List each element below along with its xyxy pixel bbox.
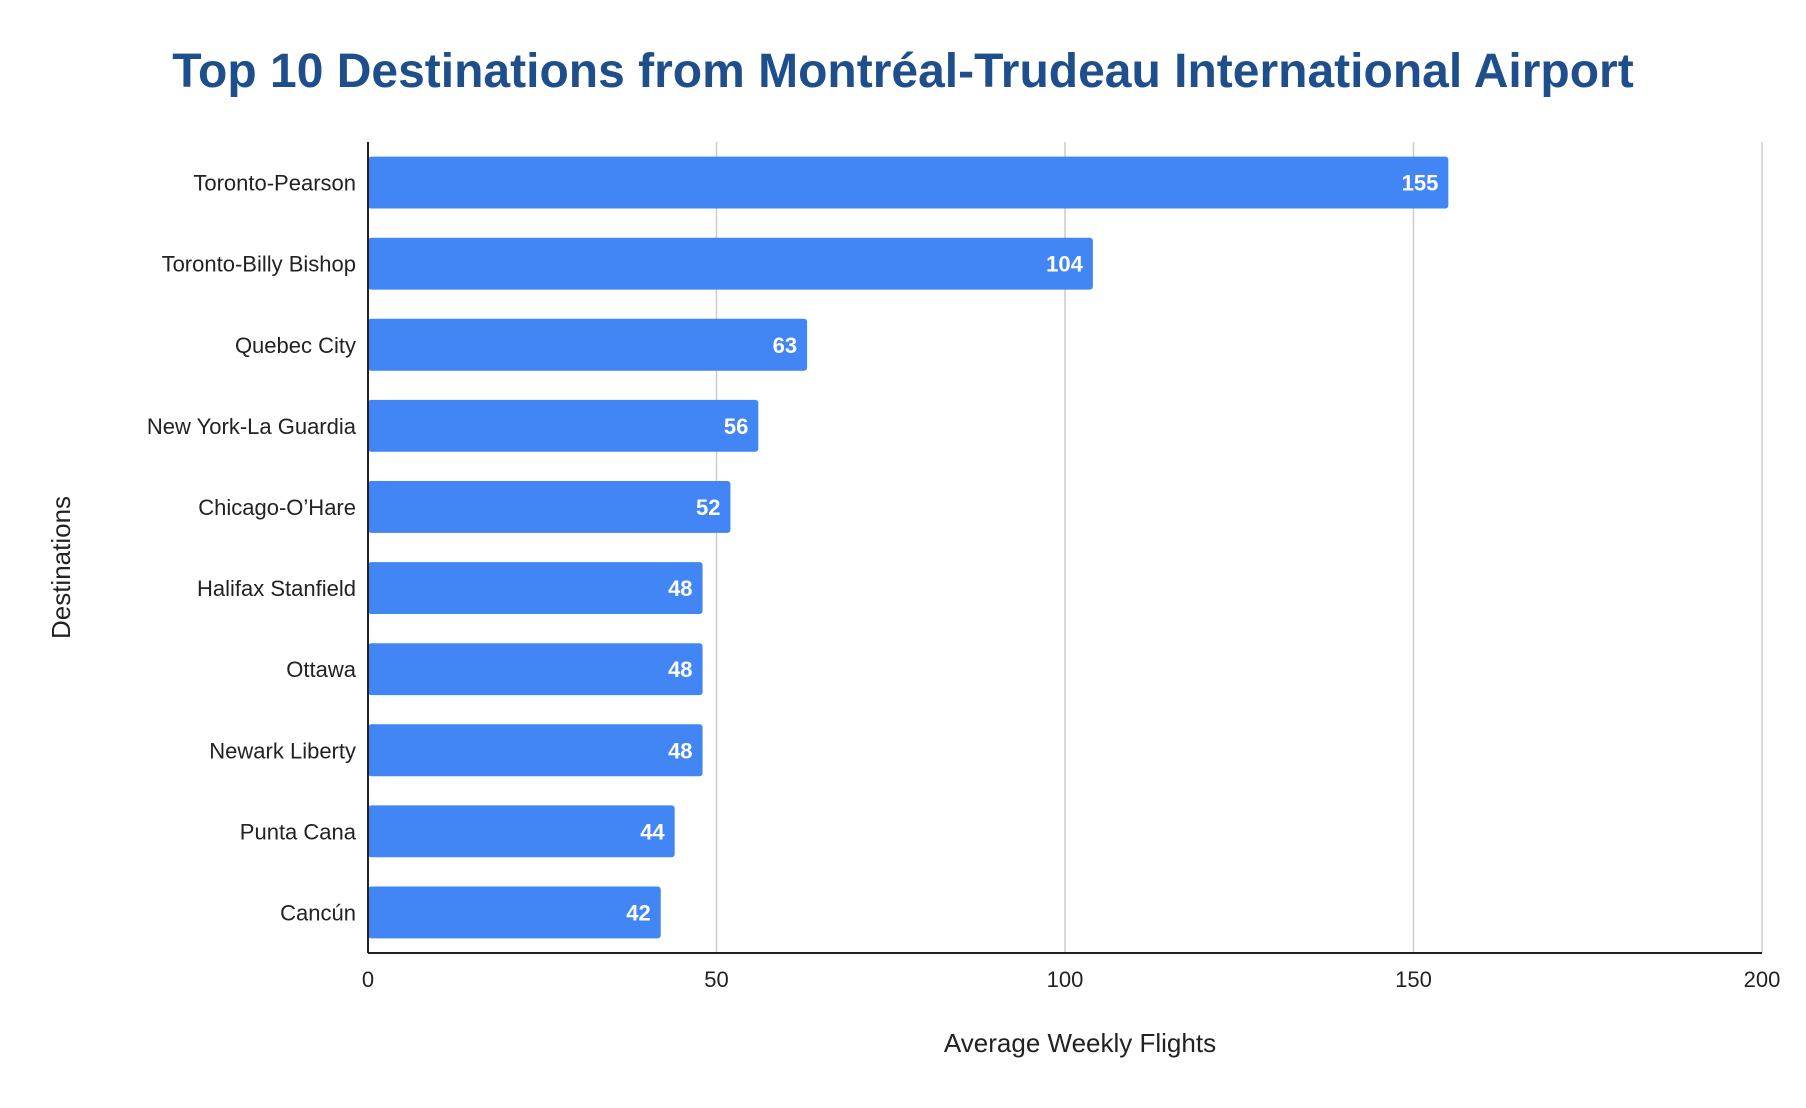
y-tick-label: Chicago-O’Hare xyxy=(198,495,356,520)
data-label: 48 xyxy=(668,738,692,763)
data-label: 56 xyxy=(724,414,748,439)
y-tick-label: Toronto-Billy Bishop xyxy=(162,252,356,277)
bar xyxy=(368,724,703,777)
x-axis-title: Average Weekly Flights xyxy=(944,1028,1216,1058)
y-tick-label: Quebec City xyxy=(235,333,356,358)
y-tick-label: Toronto-Pearson xyxy=(193,171,356,196)
data-label: 48 xyxy=(668,576,692,601)
y-tick-label: Ottawa xyxy=(286,657,356,682)
y-tick-label: Cancún xyxy=(280,900,356,925)
data-label: 48 xyxy=(668,657,692,682)
x-tick-label: 150 xyxy=(1395,967,1432,992)
bar xyxy=(368,399,759,452)
bar xyxy=(368,562,703,615)
data-label: 44 xyxy=(640,819,665,844)
bar xyxy=(368,643,703,696)
y-tick-label: Newark Liberty xyxy=(209,738,356,763)
y-tick-label: New York-La Guardia xyxy=(147,414,357,439)
x-tick-label: 0 xyxy=(362,967,374,992)
x-tick-label: 50 xyxy=(704,967,728,992)
bar xyxy=(368,805,675,858)
bar xyxy=(368,237,1093,290)
bar xyxy=(368,156,1449,209)
bar xyxy=(368,318,808,371)
y-tick-label: Halifax Stanfield xyxy=(197,576,356,601)
bar xyxy=(368,480,731,533)
data-label: 155 xyxy=(1402,171,1439,196)
chart-title: Top 10 Destinations from Montréal-Trudea… xyxy=(172,45,1634,98)
x-tick-label: 100 xyxy=(1047,967,1084,992)
data-label: 63 xyxy=(773,333,797,358)
x-tick-label: 200 xyxy=(1744,967,1781,992)
data-label: 52 xyxy=(696,495,720,520)
data-label: 42 xyxy=(626,900,650,925)
data-label: 104 xyxy=(1046,252,1083,277)
y-axis-title: Destinations xyxy=(46,496,76,639)
y-tick-label: Punta Cana xyxy=(240,819,357,844)
bar xyxy=(368,886,661,939)
